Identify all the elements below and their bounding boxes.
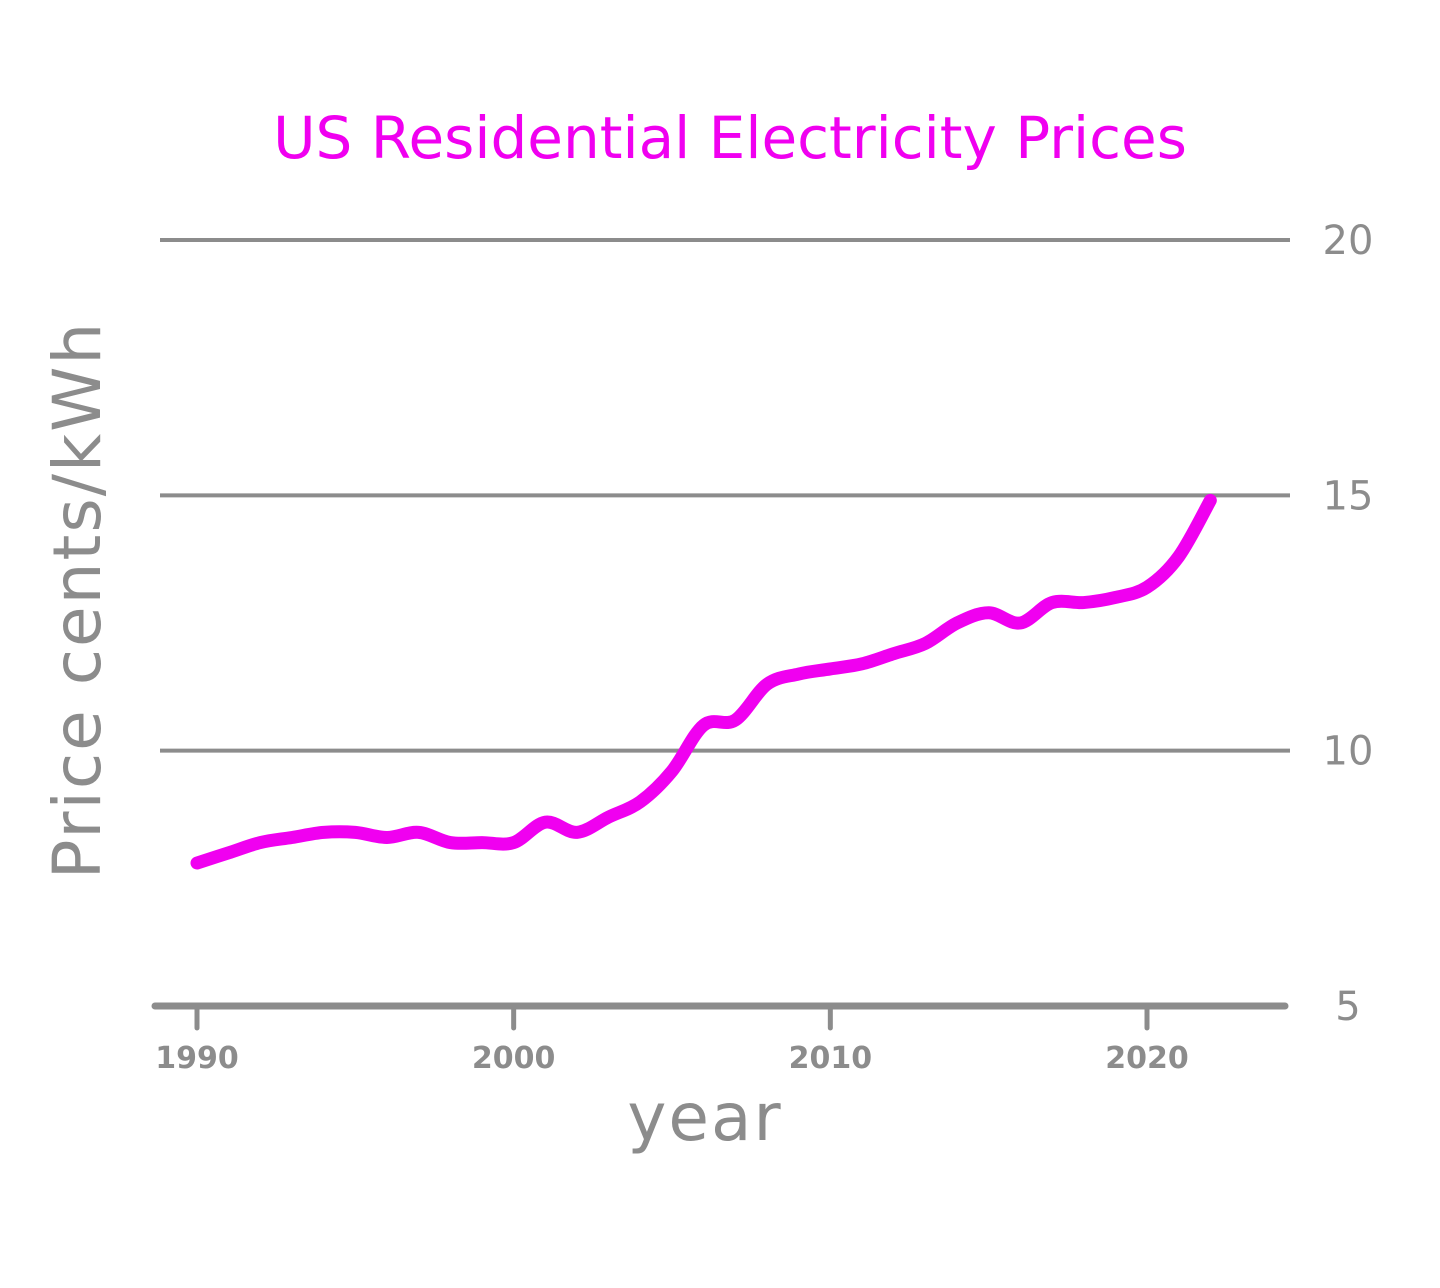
series-layer (190, 493, 1217, 870)
x-axis (151, 1002, 1289, 1031)
gridlines (160, 238, 1290, 753)
x-tick-label-1990: 1990 (155, 1041, 239, 1076)
x-tick-label-2020: 2020 (1105, 1041, 1189, 1076)
chart-title: US Residential Electricity Prices (273, 104, 1187, 172)
y-tick-label-5: 5 (1335, 984, 1360, 1030)
y-tick-label-20: 20 (1323, 218, 1374, 264)
x-tick-label-2010: 2010 (789, 1041, 873, 1076)
y-tick-label-10: 10 (1323, 729, 1374, 775)
y-axis-label: Price cents/kWh (39, 321, 116, 880)
x-axis-label: year (627, 1079, 782, 1156)
tick-labels: 5 10 15 20 1990 2000 2010 2020 (155, 218, 1373, 1076)
series-line-0 (190, 493, 1217, 870)
y-tick-label-15: 15 (1323, 473, 1374, 519)
x-tick-label-2000: 2000 (472, 1041, 556, 1076)
